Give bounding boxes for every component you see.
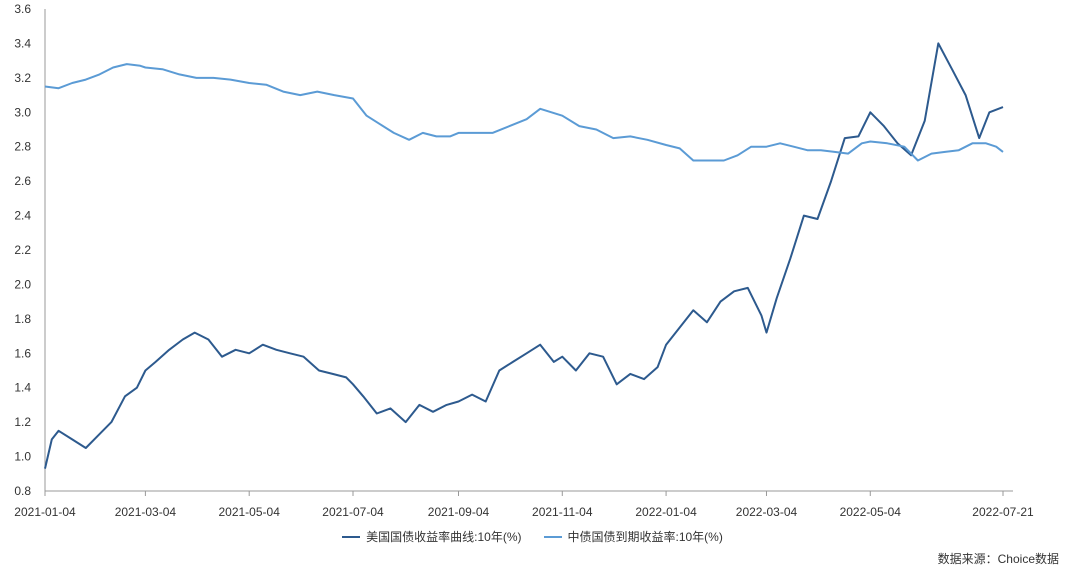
legend-swatch-us-treasury: [342, 535, 361, 538]
x-tick-label: 2021-01-04: [14, 505, 76, 519]
x-tick-label: 2022-07-21: [972, 505, 1034, 519]
series-line-china-bond: [44, 63, 1004, 162]
y-tick-label: 1.8: [14, 312, 31, 326]
legend-label-china-bond: 中债国债到期收益率:10年(%): [567, 530, 723, 544]
y-tick-label: 1.4: [14, 381, 31, 395]
x-tick-label: 2022-01-04: [635, 505, 697, 519]
y-tick-label: 3.4: [14, 36, 31, 50]
source-note: 数据来源：Choice数据: [937, 552, 1059, 566]
series-line-us-treasury: [44, 42, 1004, 469]
y-tick-label: 2.2: [14, 243, 31, 257]
y-tick-label: 2.0: [14, 277, 31, 291]
legend-item-china-bond: 中债国债到期收益率:10年(%): [543, 528, 723, 545]
x-tick-label: 2021-07-04: [322, 505, 384, 519]
x-tick-label: 2022-05-04: [840, 505, 902, 519]
legend-swatch-china-bond: [543, 535, 562, 538]
y-tick-label: 0.8: [14, 484, 31, 498]
y-tick-label: 3.0: [14, 105, 31, 119]
y-axis: 0.8 1.0 1.2 1.4 1.6 1.8 2.0 2.2 2.4 2.6 2.8 3.0 3.2 3…: [14, 2, 46, 498]
x-axis: 2021-01-04 2021-03-04 2021-05-04 2021-07-04…: [14, 490, 1034, 519]
y-tick-label: 2.4: [14, 209, 31, 223]
y-tick-label: 3.6: [14, 2, 31, 16]
x-tick-label: 2021-05-04: [218, 505, 280, 519]
y-tick-label: 1.6: [14, 346, 31, 360]
legend-item-us-treasury: 美国国债收益率曲线:10年(%): [342, 528, 522, 545]
plot-series: [44, 42, 1004, 469]
chart-legend: 美国国债收益率曲线:10年(%) 中债国债到期收益率:10年(%): [0, 528, 1065, 545]
x-tick-label: 2021-11-04: [532, 505, 593, 519]
yield-line-chart: 0.8 1.0 1.2 1.4 1.6 1.8 2.0 2.2 2.4 2.6 2.8 3.0 3.2 3…: [14, 2, 1034, 519]
y-tick-label: 3.2: [14, 71, 31, 85]
x-tick-label: 2022-03-04: [736, 505, 798, 519]
y-tick-label: 1.2: [14, 415, 31, 429]
y-tick-label: 2.6: [14, 174, 31, 188]
y-tick-label: 2.8: [14, 140, 31, 154]
x-tick-label: 2021-03-04: [115, 505, 177, 519]
x-tick-label: 2021-09-04: [428, 505, 490, 519]
legend-label-us-treasury: 美国国债收益率曲线:10年(%): [366, 530, 522, 544]
y-tick-label: 1.0: [14, 450, 31, 464]
